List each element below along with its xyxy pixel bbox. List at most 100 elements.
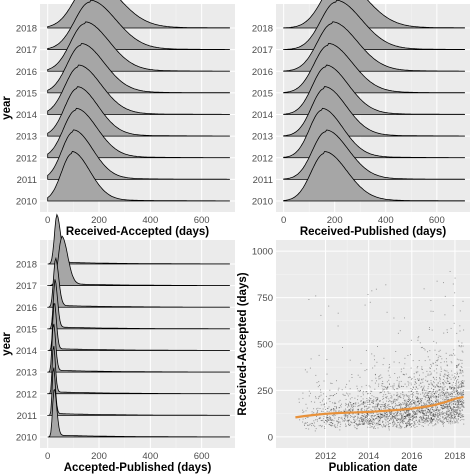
scatter-point	[454, 392, 456, 394]
scatter-point	[461, 380, 463, 382]
scatter-point	[438, 394, 439, 395]
scatter-point	[446, 412, 447, 414]
scatter-point	[439, 412, 441, 414]
scatter-point	[384, 405, 386, 407]
scatter-point	[451, 397, 453, 399]
scatter-point	[351, 410, 353, 412]
y-tick-label: 2014	[16, 346, 37, 357]
scatter-point	[401, 422, 403, 424]
scatter-point	[462, 382, 464, 384]
scatter-point	[442, 422, 444, 424]
scatter-point	[449, 354, 451, 356]
x-axis-title: Publication date	[329, 462, 418, 474]
scatter-point	[392, 402, 394, 404]
scatter-point	[311, 411, 313, 413]
scatter-point	[455, 378, 456, 380]
scatter-point	[415, 419, 417, 421]
scatter-point	[446, 399, 448, 401]
scatter-point	[422, 409, 423, 411]
y-tick-label: 2015	[252, 88, 273, 99]
scatter-point	[451, 393, 452, 395]
scatter-point	[416, 398, 418, 400]
scatter-point	[367, 393, 369, 395]
scatter-point	[457, 385, 459, 387]
y-tick-label: 2018	[16, 24, 37, 35]
scatter-point	[456, 380, 457, 382]
scatter-point	[387, 417, 389, 419]
scatter-point	[460, 346, 462, 348]
scatter-point	[417, 366, 419, 367]
scatter-point	[405, 422, 407, 424]
scatter-point	[446, 405, 448, 407]
scatter-point	[449, 382, 451, 384]
scatter-point	[384, 404, 386, 406]
scatter-point	[384, 418, 386, 420]
scatter-point	[421, 398, 423, 400]
scatter-point	[413, 421, 415, 423]
scatter-point	[408, 420, 410, 422]
scatter-point	[408, 413, 410, 415]
scatter-point	[400, 407, 402, 409]
scatter-point	[428, 408, 429, 410]
scatter-point	[361, 423, 363, 425]
scatter-point	[416, 401, 418, 403]
scatter-point	[455, 414, 457, 416]
scatter-point	[355, 415, 356, 417]
scatter-point	[326, 402, 327, 404]
scatter-point	[344, 410, 346, 412]
scatter-point	[352, 405, 354, 407]
scatter-point	[445, 397, 447, 399]
scatter-point	[417, 337, 419, 339]
scatter-point	[400, 411, 402, 413]
scatter-point	[458, 413, 460, 415]
scatter-point	[365, 405, 367, 407]
scatter-point	[408, 410, 410, 412]
scatter-point	[436, 390, 438, 392]
scatter-point	[392, 425, 394, 427]
scatter-point	[463, 401, 465, 403]
scatter-point	[449, 386, 451, 388]
scatter-point	[387, 412, 389, 414]
scatter-point	[327, 408, 329, 409]
scatter-point	[354, 415, 356, 417]
scatter-point	[308, 299, 310, 300]
scatter-point	[429, 374, 431, 376]
scatter-point	[358, 423, 360, 425]
scatter-point	[331, 420, 333, 422]
scatter-point	[422, 378, 424, 380]
scatter-point	[417, 398, 419, 400]
scatter-point	[396, 399, 398, 401]
scatter-point	[431, 403, 433, 405]
scatter-point	[316, 408, 317, 410]
scatter-point	[323, 418, 325, 420]
scatter-point	[395, 418, 397, 420]
scatter-point	[348, 424, 350, 426]
scatter-point	[356, 424, 358, 426]
scatter-point	[442, 415, 444, 417]
scatter-point	[460, 380, 462, 382]
scatter-point	[438, 394, 440, 396]
scatter-point	[446, 404, 448, 406]
scatter-point	[377, 424, 379, 426]
scatter-point	[454, 375, 455, 377]
scatter-point	[372, 412, 374, 414]
scatter-point	[408, 424, 410, 426]
scatter-point	[431, 403, 433, 405]
scatter-point	[347, 395, 349, 397]
scatter-point	[452, 407, 454, 409]
scatter-point	[459, 416, 461, 418]
scatter-point	[363, 422, 365, 424]
scatter-point	[390, 416, 392, 418]
scatter-point	[368, 422, 370, 424]
scatter-point	[437, 399, 439, 401]
scatter-point	[382, 414, 384, 416]
scatter-point	[370, 409, 372, 410]
scatter-point	[340, 411, 342, 413]
scatter-point	[348, 419, 349, 421]
scatter-point	[367, 424, 369, 425]
scatter-point	[428, 412, 430, 414]
scatter-point	[450, 398, 452, 399]
x-tick-label: 2012	[315, 451, 336, 462]
scatter-point	[384, 406, 385, 407]
scatter-point	[400, 413, 402, 415]
